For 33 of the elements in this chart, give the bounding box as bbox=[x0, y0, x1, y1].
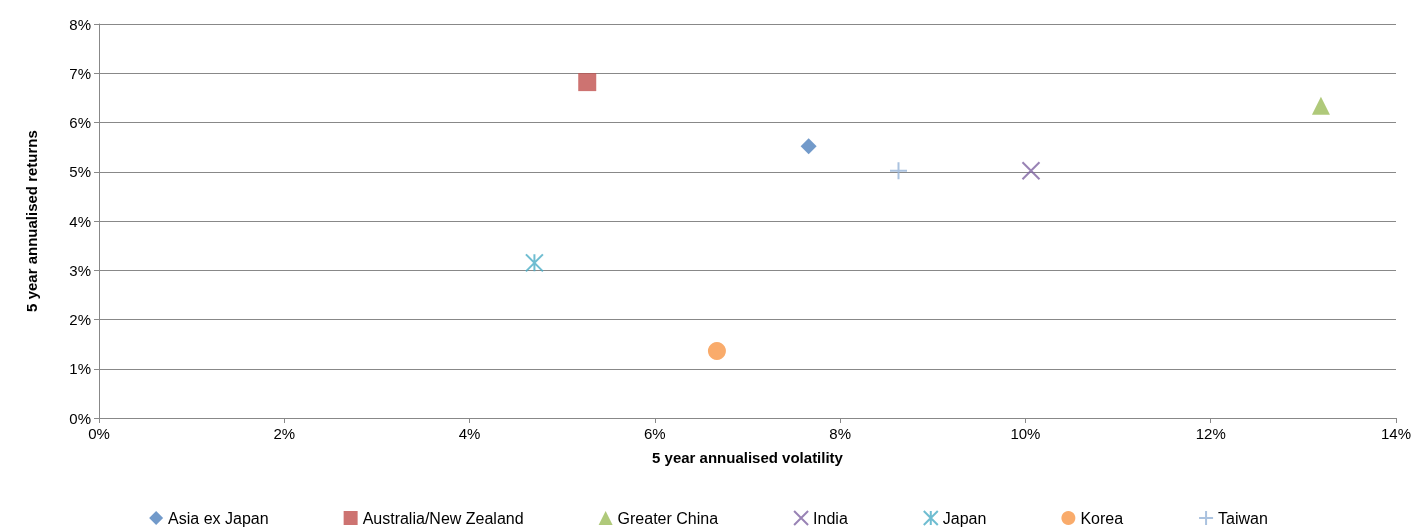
legend-label: Korea bbox=[1080, 509, 1124, 527]
legend-label: Asia ex Japan bbox=[168, 509, 269, 527]
point bbox=[707, 342, 726, 361]
y-tick-label: 2% bbox=[69, 311, 91, 328]
y-tick-label: 6% bbox=[69, 114, 91, 131]
point bbox=[524, 253, 544, 273]
x-tick-label: 0% bbox=[88, 425, 110, 442]
x-tick-label: 10% bbox=[1010, 425, 1041, 442]
point bbox=[889, 161, 909, 181]
point bbox=[1021, 161, 1041, 181]
y-tick-label: 5% bbox=[69, 163, 91, 181]
y-tick-label: 4% bbox=[69, 212, 91, 230]
y-tick-label: 0% bbox=[69, 409, 91, 427]
x-tick-label: 8% bbox=[829, 425, 851, 442]
legend-label: Greater China bbox=[617, 509, 719, 527]
point bbox=[1311, 96, 1330, 115]
y-tick-label: 7% bbox=[69, 64, 91, 82]
legend-label: Japan bbox=[942, 509, 987, 527]
y-tick-label: 8% bbox=[69, 15, 91, 33]
point bbox=[800, 138, 817, 155]
y-tick-label: 1% bbox=[69, 360, 91, 378]
legend-label: India bbox=[813, 509, 848, 527]
x-tick-label: 14% bbox=[1380, 425, 1412, 442]
point bbox=[578, 73, 597, 92]
legend-label: Australia/New Zealand bbox=[362, 509, 524, 527]
x-tick-label: 6% bbox=[644, 425, 666, 442]
y-tick-label: 3% bbox=[69, 261, 91, 279]
x-axis-title: 5 year annualised volatility bbox=[652, 449, 844, 466]
y-axis-title: 5 year annualised returns bbox=[23, 130, 40, 312]
x-tick-label: 2% bbox=[273, 425, 296, 442]
legend-label: Taiwan bbox=[1218, 509, 1268, 527]
x-tick-label: 4% bbox=[458, 425, 481, 442]
x-tick-label: 12% bbox=[1195, 425, 1226, 442]
